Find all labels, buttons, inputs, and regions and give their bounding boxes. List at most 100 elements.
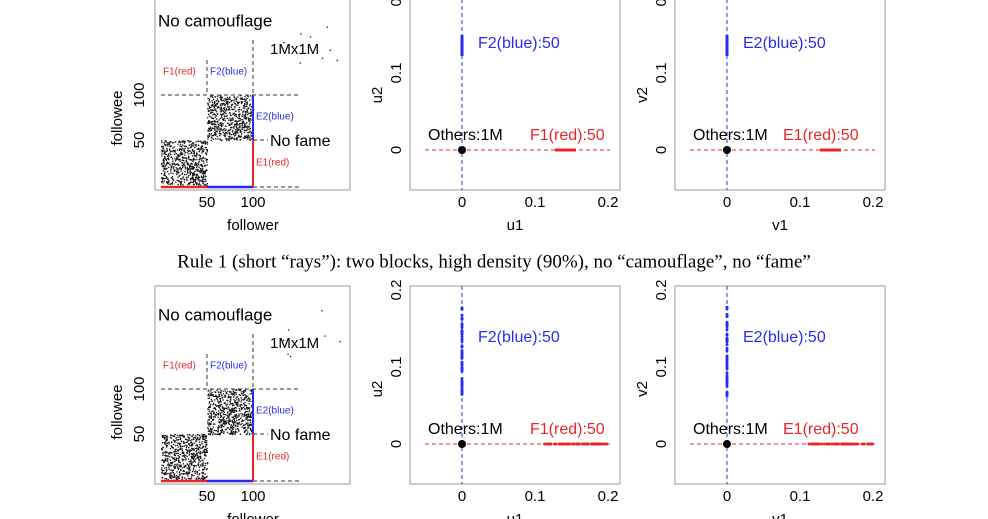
edge-dot (234, 406, 236, 409)
edge-dot (205, 455, 207, 457)
edge-dot (227, 416, 229, 419)
edge-dot (186, 463, 188, 465)
edge-dot (185, 449, 187, 451)
edge-dot (210, 117, 213, 119)
edge-dot (204, 451, 207, 454)
edge-dot (175, 459, 177, 461)
edge-dot (234, 103, 236, 105)
edge-dot (184, 145, 186, 147)
edge-dot (188, 158, 190, 160)
edge-dot (231, 123, 233, 125)
others-label: Others:1M (693, 127, 768, 144)
edge-dot (197, 463, 199, 465)
edge-dot (165, 164, 167, 166)
edge-dot (227, 414, 229, 416)
edge-dot (250, 390, 253, 392)
edge-dot (181, 145, 183, 148)
edge-dot (180, 440, 183, 442)
edge-dot (197, 457, 199, 459)
edge-dot (216, 113, 219, 115)
edge-dot (250, 430, 253, 433)
edge-dot (174, 452, 176, 455)
edge-dot (167, 478, 169, 481)
edge-dot (192, 452, 195, 454)
edge-dot (225, 417, 228, 420)
edge-dot (182, 177, 184, 179)
red-label: F1(red):50 (530, 127, 605, 144)
edge-dot (245, 404, 248, 407)
edge-dot (230, 432, 232, 434)
edge-dot (222, 417, 224, 420)
edge-dot (190, 464, 192, 466)
edge-dot (220, 432, 222, 434)
edge-dot (176, 435, 179, 437)
edge-dot (209, 429, 211, 431)
edge-dot (177, 438, 180, 441)
edge-dot (204, 173, 206, 175)
edge-dot (229, 412, 231, 415)
edge-dot (198, 184, 200, 186)
edge-dot (181, 434, 183, 437)
edge-dot (214, 433, 216, 435)
edge-dot (210, 398, 213, 401)
edge-dot (201, 180, 203, 182)
edge-dot (193, 172, 195, 174)
edge-dot (183, 454, 186, 456)
edge-dot (165, 473, 167, 475)
edge-dot (245, 417, 247, 419)
edge-dot (208, 410, 210, 413)
edge-dot (183, 150, 185, 152)
edge-dot (223, 396, 225, 398)
blue-label: E2(blue):50 (743, 329, 826, 346)
red-point (847, 442, 851, 446)
edge-dot (223, 103, 226, 105)
edge-dot (235, 126, 238, 128)
edge-dot (194, 179, 196, 182)
edge-dot (209, 130, 211, 132)
edge-dot (244, 125, 246, 127)
edge-dot (241, 115, 243, 117)
edge-dot (207, 419, 209, 421)
edge-dot (185, 145, 188, 147)
edge-dot (241, 127, 244, 129)
edge-dot (244, 114, 246, 117)
edge-dot (183, 466, 186, 468)
edge-dot (232, 416, 235, 418)
edge-dot (203, 457, 205, 460)
edge-dot (187, 182, 190, 185)
edge-dot (186, 467, 188, 469)
edge-dot (183, 178, 186, 180)
edge-dot (246, 104, 248, 106)
edge-dot (169, 141, 171, 144)
edge-dot (173, 439, 175, 442)
red-point (835, 442, 839, 446)
edge-dot (184, 465, 187, 468)
edge-dot (190, 476, 193, 478)
edge-dot (163, 167, 165, 169)
edge-dot (167, 178, 169, 180)
edge-dot (185, 478, 187, 480)
edge-dot (195, 438, 197, 441)
edge-dot (164, 167, 166, 169)
edge-dot (204, 454, 206, 457)
edge-dot (204, 434, 206, 436)
edge-dot (202, 476, 205, 478)
edge-dot (163, 467, 166, 469)
edge-dot (198, 469, 200, 471)
edge-dot (168, 162, 170, 164)
edge-dot (171, 471, 174, 473)
edge-dot (201, 176, 204, 179)
others-point (458, 440, 466, 448)
edge-dot (220, 95, 222, 97)
edge-dot (219, 433, 221, 435)
edge-dot (162, 164, 164, 167)
edge-dot (221, 96, 223, 98)
edge-dot (222, 407, 225, 409)
edge-dot (206, 149, 208, 151)
edge-dot (192, 461, 194, 463)
edge-dot (235, 134, 237, 136)
edge-dot (212, 101, 214, 104)
edge-dot (206, 161, 208, 163)
edge-dot (178, 461, 180, 463)
edge-dot (233, 133, 235, 135)
